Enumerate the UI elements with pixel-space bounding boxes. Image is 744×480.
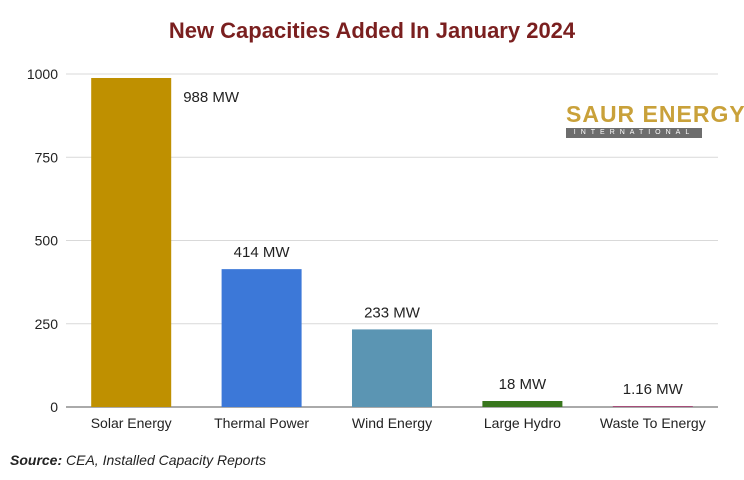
data-label: 988 MW bbox=[183, 89, 240, 106]
x-tick-label: Wind Energy bbox=[352, 415, 432, 431]
data-label: 1.16 MW bbox=[623, 381, 684, 398]
logo-main-text: SAUR ENERGY bbox=[566, 101, 744, 127]
data-label: 233 MW bbox=[364, 304, 421, 321]
data-label: 18 MW bbox=[499, 376, 547, 393]
source-label: Source: bbox=[10, 452, 63, 468]
bar bbox=[221, 269, 302, 407]
bar bbox=[612, 406, 693, 407]
y-tick-label: 0 bbox=[50, 399, 58, 415]
x-tick-label: Waste To Energy bbox=[600, 415, 706, 431]
x-tick-label: Large Hydro bbox=[484, 415, 561, 431]
y-tick-label: 250 bbox=[35, 316, 59, 332]
source-note: Source: CEA, Installed Capacity Reports bbox=[10, 452, 266, 468]
source-text: CEA, Installed Capacity Reports bbox=[66, 452, 266, 468]
data-label: 414 MW bbox=[234, 244, 291, 261]
bar bbox=[482, 401, 563, 407]
x-tick-label: Solar Energy bbox=[91, 415, 172, 431]
saur-energy-logo: SAUR ENERGY INTERNATIONAL bbox=[566, 101, 744, 140]
y-tick-label: 1000 bbox=[27, 66, 58, 82]
y-tick-label: 750 bbox=[35, 149, 59, 165]
y-tick-label: 500 bbox=[35, 233, 59, 249]
x-tick-label: Thermal Power bbox=[214, 415, 309, 431]
chart-title: New Capacities Added In January 2024 bbox=[168, 18, 576, 43]
logo-sub-text: INTERNATIONAL bbox=[566, 128, 702, 138]
bar bbox=[352, 329, 432, 407]
bar bbox=[91, 77, 172, 407]
bar-chart: 0 250 500 750 1000 988 MW Solar Energy 414 MW Th… bbox=[27, 66, 718, 431]
